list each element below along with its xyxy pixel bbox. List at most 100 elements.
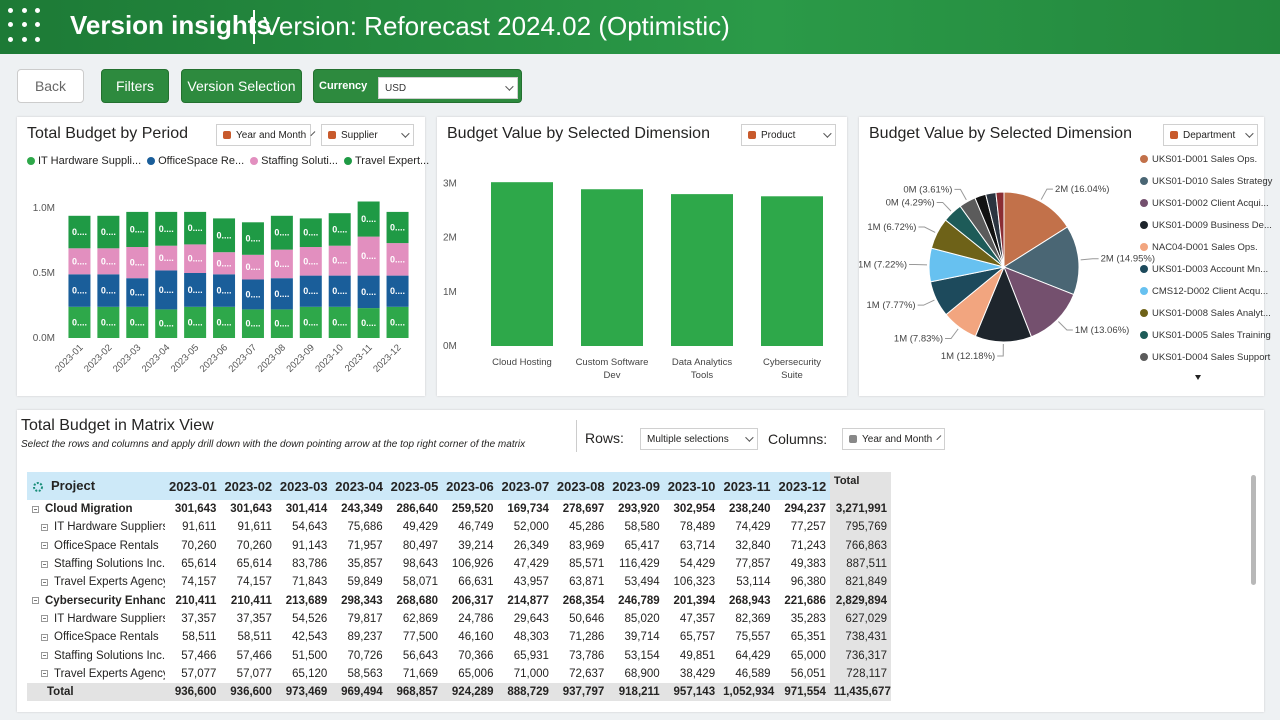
legend-item: UKS01-D010 Sales Strategy <box>1140 170 1272 192</box>
legend-scroll-arrow[interactable] <box>1195 375 1201 380</box>
cell: 766,863 <box>829 536 891 555</box>
header-label: 2023-07 <box>501 478 550 494</box>
cell: 71,286 <box>569 631 605 644</box>
data-label: 0.... <box>245 289 260 299</box>
cell: 26,349 <box>513 539 549 552</box>
y-tick-label: 0M <box>443 341 457 352</box>
cell: 37,357 <box>236 612 272 625</box>
header-label: 2023-05 <box>390 478 439 494</box>
columns-select[interactable]: Year and Month <box>842 428 945 450</box>
bar-segment <box>184 244 207 273</box>
column-header: Project <box>27 472 166 500</box>
expand-icon[interactable] <box>41 651 48 659</box>
cell: 91,611 <box>182 521 217 534</box>
bar-segment <box>299 218 322 247</box>
legend-item: OfficeSpace Re... <box>147 155 244 167</box>
cell: 49,429 <box>402 521 439 534</box>
cell: 70,726 <box>347 649 383 662</box>
cell: 70,260 <box>236 539 272 552</box>
data-label: 0.... <box>361 251 376 261</box>
row-label-text: Total <box>47 686 74 699</box>
filter-dropdown[interactable]: Product <box>741 124 836 146</box>
cell: 301,643 <box>174 503 217 516</box>
cell: 54,643 <box>292 521 328 534</box>
matrix-row: Travel Experts Agency 57,077 57,077 65,120 5… <box>27 664 891 683</box>
filter-dropdown[interactable]: Supplier <box>321 124 414 146</box>
expand-icon[interactable] <box>32 597 39 605</box>
cell: 58,580 <box>624 521 660 534</box>
cell: 80,497 <box>402 539 439 552</box>
x-tick-label: 2023-06 <box>198 342 230 374</box>
header-label: 2023-08 <box>556 478 605 494</box>
version-selection-button[interactable]: Version Selection <box>181 69 302 103</box>
cell: 85,020 <box>624 612 660 625</box>
data-label: 0.... <box>390 254 405 264</box>
expand-icon[interactable] <box>32 505 39 513</box>
cell: 71,669 <box>402 667 439 680</box>
x-tick-label: 2023-05 <box>169 342 201 374</box>
row-label: OfficeSpace Rentals <box>27 628 165 646</box>
cell: 2,829,894 <box>829 591 891 610</box>
cell: 210,411 <box>175 594 217 607</box>
app-logo[interactable] <box>8 8 44 46</box>
chart: 0.0M 0.5M 1.0M 0.... 0.... 0.... 0.... 2023-01 0… <box>33 201 409 375</box>
row-label: IT Hardware Suppliers <box>27 610 165 628</box>
legend-label: NAC04-D001 Sales Ops. <box>1152 241 1258 253</box>
pie-slice <box>1003 266 1075 338</box>
data-label: 0.... <box>159 253 174 263</box>
leader-line <box>1040 188 1053 200</box>
data-label: 0.... <box>245 234 260 244</box>
expand-icon[interactable] <box>41 523 48 531</box>
bar-segment <box>155 211 178 246</box>
row-label: Total <box>27 682 166 702</box>
currency-select[interactable]: USD <box>378 77 518 99</box>
cell: 52,000 <box>513 521 549 534</box>
expand-icon[interactable] <box>41 670 48 678</box>
currency-box: Currency USD <box>313 69 522 103</box>
data-label: 0.... <box>159 285 174 295</box>
filters-button[interactable]: Filters <box>101 69 169 103</box>
cell: 58,511 <box>182 631 217 644</box>
expand-icon[interactable] <box>41 560 48 568</box>
scrollbar[interactable] <box>1251 475 1256 585</box>
column-header: 2023-09 <box>608 472 664 500</box>
row-label-text: Travel Experts Agency <box>54 576 166 589</box>
cell: 46,160 <box>458 631 494 644</box>
row-label-text: OfficeSpace Rentals <box>54 539 159 552</box>
expand-icon[interactable] <box>41 633 48 641</box>
expand-icon[interactable] <box>41 615 48 623</box>
filter-dropdown[interactable]: Department <box>1163 124 1258 146</box>
cell: 65,614 <box>181 558 217 571</box>
x-tick-label: Data Analytics Tools <box>671 357 733 381</box>
rows-select[interactable]: Multiple selections <box>640 428 758 450</box>
expand-icon[interactable] <box>41 542 48 550</box>
data-label: 0.... <box>332 286 347 296</box>
cell: 98,643 <box>402 558 439 571</box>
data-label: 0.... <box>303 228 318 238</box>
cell: 736,317 <box>829 646 891 665</box>
column-header: 2023-03 <box>275 472 332 500</box>
data-label: 0M (3.61%) <box>903 184 952 195</box>
data-label: 0.... <box>188 223 203 233</box>
column-header: 2023-02 <box>220 472 276 500</box>
dropdown-icon <box>223 131 231 139</box>
matrix-row: Travel Experts Agency 74,157 74,157 71,843 5… <box>27 573 891 592</box>
chart: 2M (16.04%) 2M (14.95%) 1M (13.06%) 1M (12.… <box>859 184 1201 380</box>
cell: 46,749 <box>458 521 494 534</box>
row-label: Travel Experts Agency <box>27 665 165 683</box>
bar-segment <box>299 275 322 307</box>
data-label: 0.... <box>101 256 116 266</box>
filter-dropdown[interactable]: Year and Month <box>216 124 316 146</box>
expand-icon[interactable] <box>41 578 48 586</box>
cell: 45,286 <box>569 521 605 534</box>
data-label: 0.... <box>361 287 376 297</box>
chart-title: Budget Value by Selected Dimension <box>447 125 710 142</box>
cell: 213,689 <box>285 594 328 607</box>
rows-label: Rows: <box>585 430 624 446</box>
bar-segment <box>184 211 207 245</box>
columns-value: Year and Month <box>862 433 933 445</box>
currency-label: Currency <box>319 80 368 92</box>
back-button[interactable]: Back <box>17 69 84 103</box>
y-tick-label: 1M <box>443 287 457 298</box>
cell: 268,680 <box>396 594 439 607</box>
